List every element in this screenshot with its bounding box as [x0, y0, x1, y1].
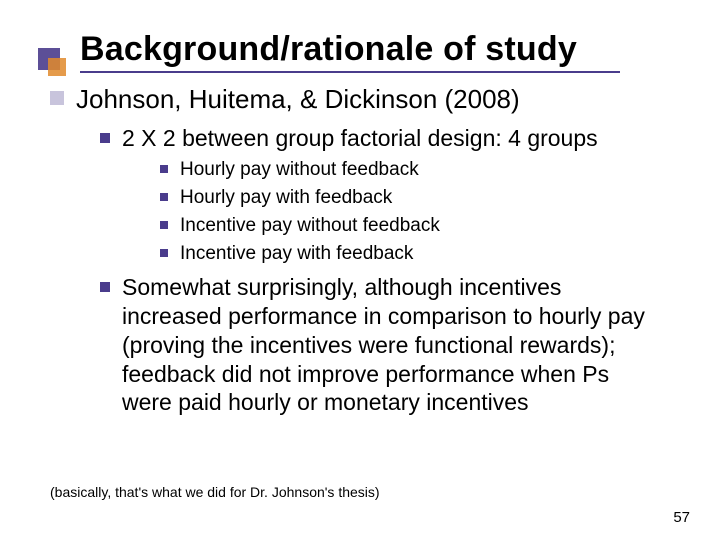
square-bullet-icon [160, 165, 168, 173]
bullet-level1: Johnson, Huitema, & Dickinson (2008) [50, 83, 670, 116]
page-number: 57 [673, 509, 690, 526]
square-bullet-icon [160, 221, 168, 229]
bullet-level3: Hourly pay with feedback [160, 186, 670, 210]
level2-text: 2 X 2 between group factorial design: 4 … [122, 124, 598, 153]
bullet-level2: 2 X 2 between group factorial design: 4 … [100, 124, 670, 153]
title-decoration-icon [38, 48, 68, 78]
level3-text: Hourly pay without feedback [180, 158, 419, 182]
footnote: (basically, that's what we did for Dr. J… [50, 484, 380, 500]
level1-text: Johnson, Huitema, & Dickinson (2008) [76, 83, 520, 116]
level3-text: Hourly pay with feedback [180, 186, 392, 210]
title-underline [80, 71, 620, 73]
level3-text: Incentive pay without feedback [180, 214, 440, 238]
slide-body: Johnson, Huitema, & Dickinson (2008) 2 X… [50, 83, 670, 417]
level2-text: Somewhat surprisingly, although incentiv… [122, 273, 652, 417]
square-bullet-icon [100, 133, 110, 143]
title-block: Background/rationale of study [80, 30, 670, 73]
square-bullet-icon [160, 249, 168, 257]
bullet-level3: Incentive pay without feedback [160, 214, 670, 238]
square-bullet-icon [50, 91, 64, 105]
level3-text: Incentive pay with feedback [180, 242, 413, 266]
slide-title: Background/rationale of study [80, 30, 670, 69]
square-bullet-icon [100, 282, 110, 292]
bullet-level2: Somewhat surprisingly, although incentiv… [100, 273, 670, 417]
bullet-level3: Hourly pay without feedback [160, 158, 670, 182]
slide: Background/rationale of study Johnson, H… [0, 0, 720, 540]
bullet-level3: Incentive pay with feedback [160, 242, 670, 266]
square-bullet-icon [160, 193, 168, 201]
